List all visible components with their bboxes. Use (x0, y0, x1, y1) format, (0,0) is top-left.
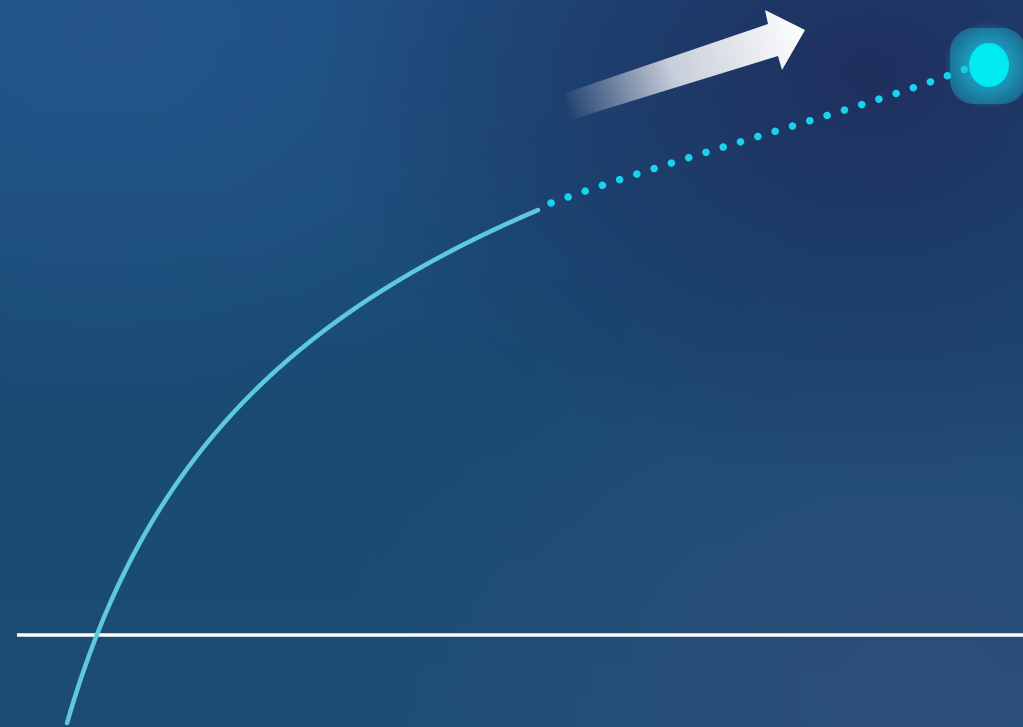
trajectory-curve (67, 210, 538, 723)
arrow-right-up-icon (565, 10, 805, 120)
glowing-dot-icon (944, 21, 1023, 109)
